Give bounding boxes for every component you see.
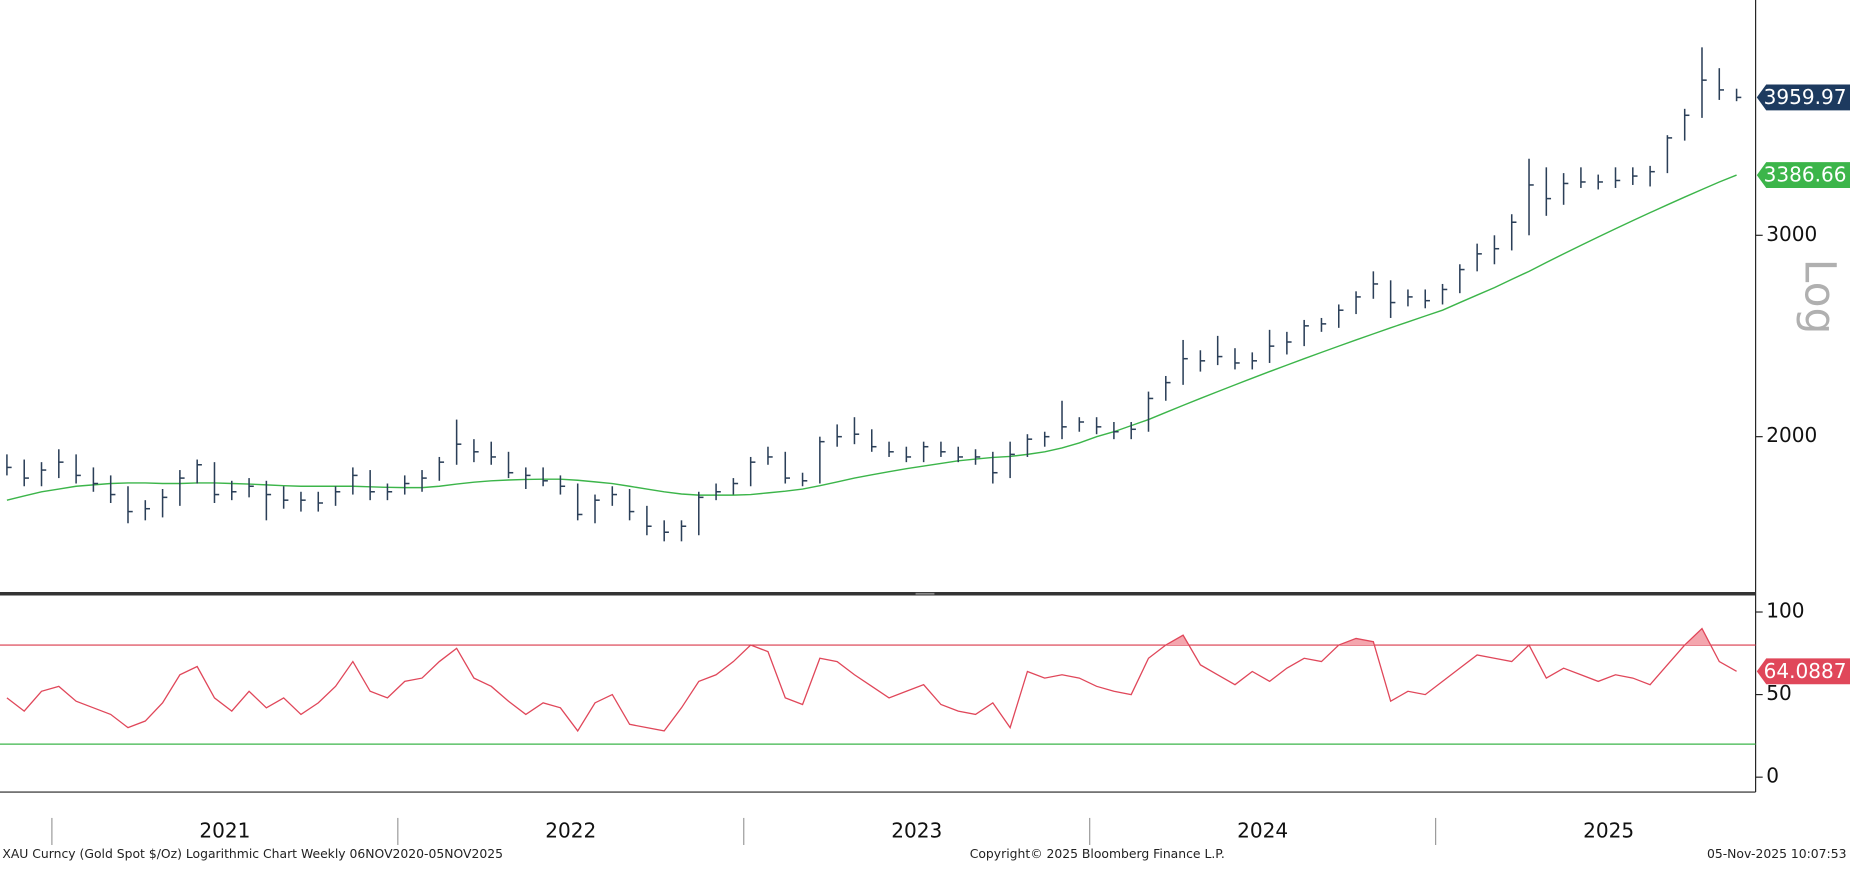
x-tick-label: 2022 xyxy=(545,819,596,843)
y-tick-label: 100 xyxy=(1766,599,1804,623)
last-value-label: 3386.66 xyxy=(1764,163,1847,187)
log-scale-note: Log xyxy=(1794,259,1843,335)
x-tick-label: 2021 xyxy=(199,819,250,843)
last-value-tag xyxy=(1756,658,1850,685)
y-tick-label: 50 xyxy=(1766,681,1792,705)
moving-average-line xyxy=(6,174,1737,501)
last-value-label: 64.0887 xyxy=(1764,659,1847,683)
x-tick-label: 2023 xyxy=(891,819,942,843)
last-value-label: 3959.97 xyxy=(1764,85,1847,109)
rsi-line xyxy=(6,627,1737,733)
y-tick-label: 2000 xyxy=(1766,423,1817,447)
x-tick-label: 2025 xyxy=(1583,819,1634,843)
last-value-tag xyxy=(1756,84,1850,111)
y-tick-label: 3000 xyxy=(1766,222,1817,246)
footer-description: XAU Curncy (Gold Spot $/Oz) Logarithmic … xyxy=(2,847,503,861)
footer-timestamp: 05-Nov-2025 10:07:53 xyxy=(1707,847,1847,861)
overbought-fill xyxy=(750,628,1711,646)
y-tick-label: 0 xyxy=(1766,764,1779,788)
footer-copyright: Copyright© 2025 Bloomberg Finance L.P. xyxy=(970,847,1225,861)
last-value-tag xyxy=(1756,162,1850,189)
x-tick-label: 2024 xyxy=(1237,819,1288,843)
